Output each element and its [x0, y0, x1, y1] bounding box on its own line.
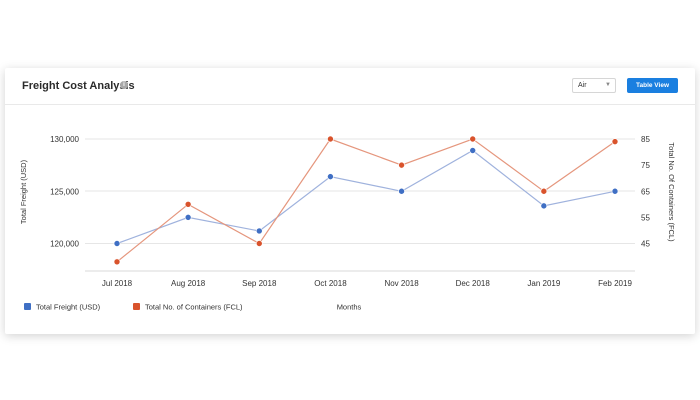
- y-axis-right-ticks: 85 75 65 55 45: [641, 135, 650, 249]
- freight-chart: 130,000 125,000 120,000 85 75 65 55 45 Jul 201…: [19, 135, 676, 312]
- y-axis-right-label: Total No. Of Containers (FCL): [667, 142, 676, 242]
- chart-card: Freight Cost Analysis i Air ▼ Table View…: [5, 68, 695, 334]
- series-lines: [116, 138, 616, 263]
- data-point-freight[interactable]: [611, 187, 619, 195]
- x-axis-ticks: Jul 2018 Aug 2018 Sep 2018 Oct 2018 Nov 2018…: [102, 279, 633, 288]
- grid-layer: [85, 138, 635, 272]
- x-tick-label: Dec 2018: [456, 279, 491, 288]
- data-point-containers[interactable]: [184, 201, 192, 208]
- data-point-containers[interactable]: [113, 258, 121, 266]
- page-title: Freight Cost Analysis: [22, 80, 135, 92]
- data-point-freight[interactable]: [184, 214, 192, 221]
- info-icon[interactable]: i: [120, 81, 128, 89]
- data-point-freight[interactable]: [469, 147, 477, 154]
- x-tick-label: Oct 2018: [314, 279, 347, 288]
- y2-tick-label: 75: [641, 161, 650, 170]
- data-point-containers[interactable]: [255, 240, 263, 247]
- legend-label-freight[interactable]: Total Freight (USD): [36, 303, 101, 312]
- y2-tick-label: 85: [641, 135, 650, 144]
- x-tick-label: Aug 2018: [171, 279, 206, 288]
- x-tick-label: Nov 2018: [384, 279, 419, 288]
- x-tick-label: Sep 2018: [242, 279, 277, 288]
- data-point-freight[interactable]: [398, 187, 405, 195]
- data-point-containers[interactable]: [398, 161, 405, 169]
- data-point-containers[interactable]: [469, 135, 477, 143]
- y2-tick-label: 55: [641, 213, 650, 222]
- legend-label-containers[interactable]: Total No. of Containers (FCL): [145, 303, 243, 312]
- x-tick-label: Feb 2019: [598, 279, 632, 288]
- y-axis-left-ticks: 130,000 125,000 120,000: [50, 135, 79, 249]
- series-line-containers: [116, 138, 616, 263]
- data-point-containers[interactable]: [327, 135, 334, 143]
- y2-tick-label: 45: [641, 240, 650, 249]
- data-point-freight[interactable]: [255, 227, 263, 235]
- x-tick-label: Jan 2019: [527, 279, 560, 288]
- data-point-containers[interactable]: [611, 138, 619, 145]
- legend-swatch-freight[interactable]: [24, 303, 31, 310]
- chevron-down-icon: ▼: [605, 82, 611, 88]
- y-tick-label: 120,000: [50, 240, 79, 249]
- mode-select[interactable]: Air ▼: [572, 78, 616, 93]
- series-line-freight: [116, 149, 616, 245]
- legend: Total Freight (USD) Total No. of Contain…: [24, 303, 243, 312]
- data-point-freight[interactable]: [113, 240, 121, 247]
- card-header: Freight Cost Analysis i Air ▼ Table View: [5, 68, 695, 105]
- data-point-freight[interactable]: [327, 173, 334, 180]
- y2-tick-label: 65: [641, 187, 650, 196]
- y-axis-left-label: Total Freight (USD): [19, 159, 28, 224]
- data-point-freight[interactable]: [540, 202, 548, 210]
- y-tick-label: 130,000: [50, 135, 79, 144]
- x-axis-label: Months: [337, 303, 362, 312]
- data-point-containers[interactable]: [540, 187, 548, 195]
- mode-select-value: Air: [578, 82, 587, 89]
- y-tick-label: 125,000: [50, 187, 79, 196]
- legend-swatch-containers[interactable]: [133, 303, 140, 310]
- x-tick-label: Jul 2018: [102, 279, 133, 288]
- table-view-button[interactable]: Table View: [627, 78, 678, 93]
- data-points: [113, 135, 619, 266]
